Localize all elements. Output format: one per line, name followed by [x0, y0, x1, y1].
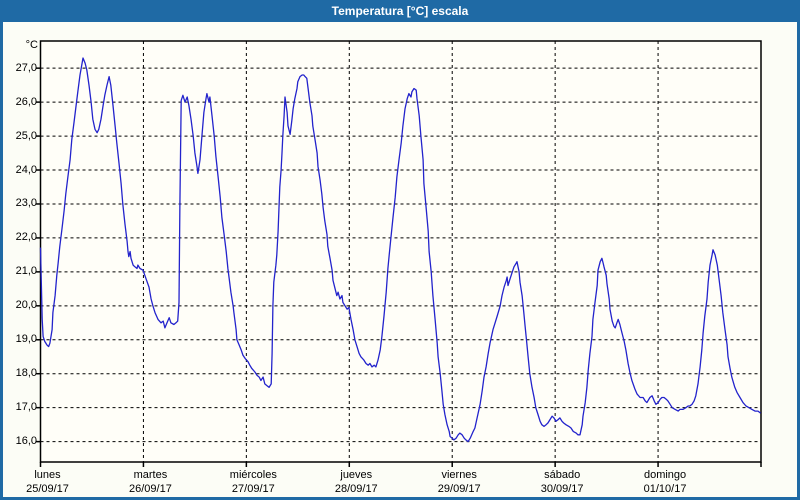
y-axis-tick-label: 26,0 — [15, 95, 37, 108]
x-axis-day-label: lunes — [34, 469, 61, 481]
temperature-line — [39, 57, 761, 443]
window-title: Temperatura [°C] escala — [331, 4, 469, 18]
y-axis-tick-label: 19,0 — [15, 333, 37, 346]
x-axis-date-label: 26/09/17 — [129, 483, 172, 495]
y-axis-tick-label: 25,0 — [15, 129, 37, 142]
x-axis-date-label: 27/09/17 — [231, 483, 275, 495]
y-axis-tick-label: 23,0 — [15, 197, 37, 210]
x-axis-date-label: 25/09/17 — [26, 483, 69, 495]
x-axis-date-label: 30/09/17 — [540, 483, 584, 495]
x-axis-day-label: martes — [133, 469, 168, 481]
x-axis-date-label: 28/09/17 — [334, 483, 378, 495]
y-axis-tick-label: 24,0 — [15, 163, 37, 176]
y-axis-tick-label: 21,0 — [15, 265, 37, 278]
x-axis-day-label: sábado — [544, 469, 581, 481]
x-axis-day-label: viernes — [441, 469, 477, 481]
title-bar: Temperatura [°C] escala — [0, 0, 800, 22]
y-axis-tick-label: 20,0 — [15, 299, 37, 312]
x-axis-date-label: 29/09/17 — [437, 483, 481, 495]
y-axis-tick-label: 17,0 — [15, 401, 37, 414]
y-axis-tick-label: 22,0 — [15, 231, 37, 244]
y-axis-unit-label: °C — [25, 39, 38, 51]
window-border-bottom — [0, 497, 800, 500]
y-axis-tick-label: 16,0 — [15, 435, 37, 448]
x-axis-day-label: domingo — [643, 469, 687, 481]
x-axis-date-label: 01/10/17 — [643, 483, 687, 495]
x-axis-day-label: miércoles — [229, 469, 277, 481]
window-border-left — [0, 22, 3, 500]
window-border-right — [797, 22, 800, 500]
y-axis-tick-label: 27,0 — [15, 61, 37, 74]
x-axis-day-label: jueves — [340, 469, 373, 481]
y-axis-tick-label: 18,0 — [15, 367, 37, 380]
plot-background — [40, 41, 761, 462]
